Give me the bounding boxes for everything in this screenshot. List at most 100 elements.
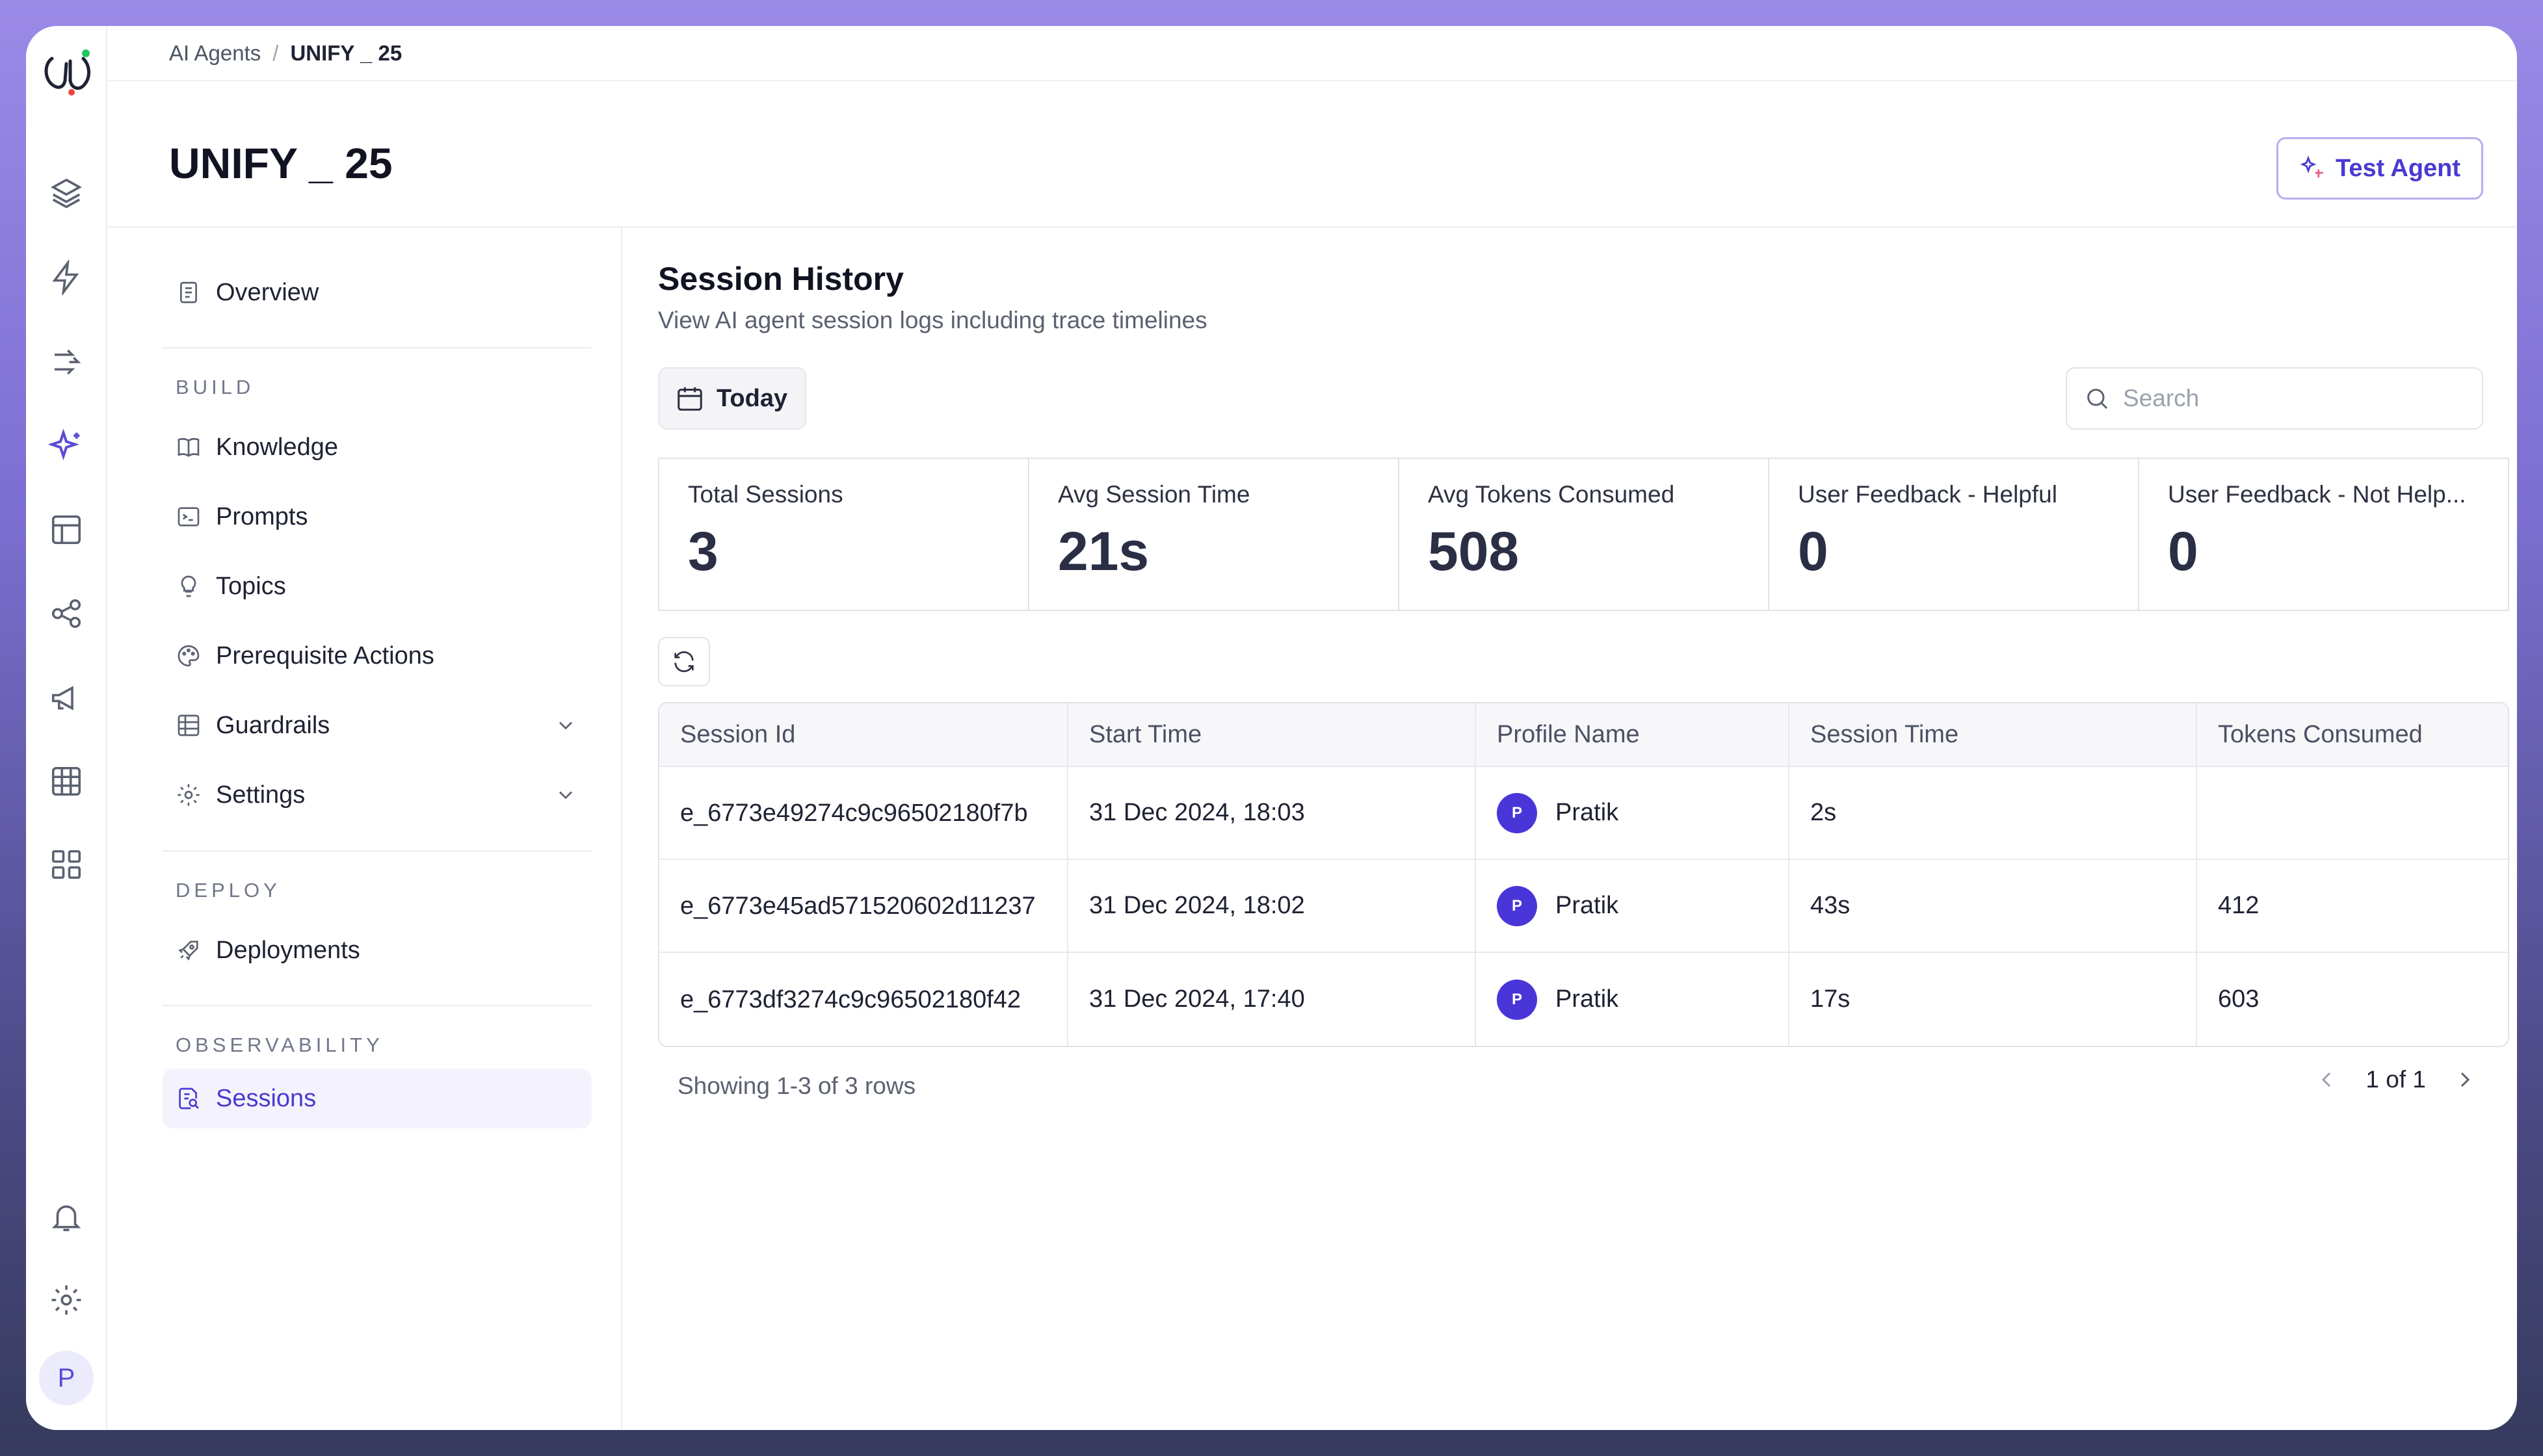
column-header[interactable]: Tokens Consumed bbox=[2218, 720, 2423, 748]
session-id[interactable]: e_6773df3274c9c96502180f42 bbox=[680, 985, 1021, 1013]
stat-value: 508 bbox=[1428, 521, 1520, 582]
chevron-down-icon[interactable] bbox=[554, 783, 577, 807]
stat-label: Total Sessions bbox=[688, 481, 843, 508]
column-header[interactable]: Session Time bbox=[1789, 703, 2197, 766]
refresh-button[interactable] bbox=[658, 637, 710, 686]
profile-name: Pratik bbox=[1555, 985, 1619, 1013]
page-indicator: 1 of 1 bbox=[2365, 1066, 2426, 1093]
breadcrumb-separator: / bbox=[272, 40, 279, 65]
layers-icon[interactable] bbox=[46, 172, 87, 214]
palette-icon bbox=[178, 645, 200, 667]
refresh-icon bbox=[674, 651, 694, 673]
profile-name: Pratik bbox=[1555, 799, 1619, 826]
left-navigation: Overview BUILD Knowledge Prompts Topics … bbox=[107, 228, 622, 1430]
nav-item-topics[interactable]: Topics bbox=[163, 556, 592, 616]
cell-tokens: 412 bbox=[2218, 892, 2260, 919]
cell-start-time: 31 Dec 2024, 18:02 bbox=[1068, 860, 1476, 952]
table-row[interactable]: e_6773df3274c9c96502180f42 31 Dec 2024, … bbox=[659, 953, 2508, 1046]
breadcrumb-current: UNIFY _ 25 bbox=[290, 40, 402, 65]
nav-divider bbox=[163, 1005, 592, 1006]
stat-total-sessions: Total Sessions 3 bbox=[659, 459, 1029, 610]
nav-divider bbox=[163, 347, 592, 348]
nav-section-deploy: DEPLOY bbox=[176, 879, 281, 902]
nav-item-knowledge[interactable]: Knowledge bbox=[163, 417, 592, 477]
search-icon bbox=[2087, 389, 2108, 410]
grid-icon bbox=[178, 714, 200, 736]
table-header-row: Session Id Start Time Profile Name Sessi… bbox=[659, 703, 2508, 767]
test-agent-button[interactable]: Test Agent bbox=[2276, 137, 2483, 200]
sparkle-ai-icon bbox=[2300, 155, 2323, 177]
nav-item-deployments[interactable]: Deployments bbox=[163, 920, 592, 980]
cell-session-time: 2s bbox=[1789, 767, 2197, 859]
route-arrow-icon[interactable] bbox=[46, 341, 87, 383]
nav-label: Settings bbox=[216, 781, 306, 809]
stat-avg-tokens: Avg Tokens Consumed 508 bbox=[1399, 459, 1769, 610]
cell-start-time: 31 Dec 2024, 17:40 bbox=[1068, 953, 1476, 1046]
nav-label: Topics bbox=[216, 572, 286, 600]
gear-icon[interactable] bbox=[46, 1279, 87, 1321]
cell-session-time: 43s bbox=[1789, 860, 2197, 952]
apps-grid-icon[interactable] bbox=[46, 844, 87, 885]
search-input[interactable] bbox=[2123, 385, 2474, 412]
nav-item-guardrails[interactable]: Guardrails bbox=[163, 696, 592, 755]
breadcrumb: AI Agents / UNIFY _ 25 bbox=[107, 26, 2517, 81]
session-id[interactable]: e_6773e49274c9c96502180f7b bbox=[680, 799, 1028, 827]
cell-start-time: 31 Dec 2024, 18:03 bbox=[1068, 767, 1476, 859]
layout-icon[interactable] bbox=[46, 509, 87, 551]
column-header[interactable]: Profile Name bbox=[1476, 703, 1789, 766]
nav-item-prerequisite-actions[interactable]: Prerequisite Actions bbox=[163, 626, 592, 686]
stat-feedback-helpful: User Feedback - Helpful 0 bbox=[1769, 459, 2139, 610]
ai-sparkle-icon[interactable] bbox=[46, 425, 87, 467]
nav-item-settings[interactable]: Settings bbox=[163, 765, 592, 825]
section-subtitle: View AI agent session logs including tra… bbox=[658, 307, 1207, 333]
nav-label: Deployments bbox=[216, 936, 360, 964]
calendar-icon bbox=[678, 387, 702, 411]
cell-profile: P Pratik bbox=[1476, 953, 1789, 1046]
share-nodes-icon[interactable] bbox=[46, 593, 87, 634]
nav-item-prompts[interactable]: Prompts bbox=[163, 487, 592, 547]
table-grid-icon[interactable] bbox=[46, 760, 87, 802]
session-id[interactable]: e_6773e45ad571520602d11237 bbox=[680, 892, 1036, 920]
terminal-icon bbox=[178, 507, 200, 526]
column-header[interactable]: Session Id bbox=[659, 703, 1068, 766]
nav-item-sessions[interactable]: Sessions bbox=[163, 1069, 592, 1128]
nav-section-build: BUILD bbox=[176, 376, 255, 398]
user-avatar[interactable]: P bbox=[39, 1351, 94, 1405]
cell-session-id: e_6773e45ad571520602d11237 bbox=[659, 860, 1068, 952]
cell-profile: P Pratik bbox=[1476, 767, 1789, 859]
stat-label: Avg Tokens Consumed bbox=[1428, 481, 1675, 508]
app-window: P AI Agents / UNIFY _ 25 UNIFY _ 25 Test… bbox=[26, 26, 2517, 1430]
chevron-left-icon[interactable] bbox=[2313, 1067, 2339, 1093]
book-icon bbox=[178, 437, 200, 457]
nav-item-overview[interactable]: Overview bbox=[163, 263, 592, 322]
main-content: Session History View AI agent session lo… bbox=[622, 228, 2517, 1430]
profile-avatar: P bbox=[1497, 885, 1537, 926]
chevron-down-icon[interactable] bbox=[554, 714, 577, 737]
bell-icon[interactable] bbox=[46, 1196, 87, 1238]
search-box[interactable] bbox=[2066, 367, 2483, 430]
cell-session-id: e_6773e49274c9c96502180f7b bbox=[659, 767, 1068, 859]
column-header[interactable]: Start Time bbox=[1068, 703, 1476, 766]
megaphone-icon[interactable] bbox=[46, 677, 87, 719]
nav-divider bbox=[163, 850, 592, 852]
nav-label: Sessions bbox=[216, 1084, 317, 1112]
pagination: 1 of 1 bbox=[2313, 1066, 2478, 1093]
table-row[interactable]: e_6773e45ad571520602d11237 31 Dec 2024, … bbox=[659, 860, 2508, 953]
nav-section-observability: OBSERVABILITY bbox=[176, 1034, 384, 1056]
nav-label: Prompts bbox=[216, 502, 308, 530]
stat-value: 0 bbox=[1798, 521, 1828, 582]
cell-tokens bbox=[2197, 767, 2508, 859]
table-row[interactable]: e_6773e49274c9c96502180f7b 31 Dec 2024, … bbox=[659, 767, 2508, 860]
chevron-right-icon[interactable] bbox=[2452, 1067, 2478, 1093]
icon-rail: P bbox=[26, 26, 107, 1430]
stat-avg-session-time: Avg Session Time 21s bbox=[1029, 459, 1399, 610]
breadcrumb-parent[interactable]: AI Agents bbox=[169, 40, 261, 65]
test-agent-label: Test Agent bbox=[2335, 154, 2461, 182]
nav-label: Overview bbox=[216, 278, 319, 306]
cell-session-id: e_6773df3274c9c96502180f42 bbox=[659, 953, 1068, 1046]
brand-logo-icon[interactable] bbox=[33, 38, 104, 109]
lightning-icon[interactable] bbox=[46, 257, 87, 298]
date-filter-label: Today bbox=[717, 384, 788, 412]
date-filter-button[interactable]: Today bbox=[658, 367, 806, 430]
nav-label: Prerequisite Actions bbox=[216, 642, 434, 670]
